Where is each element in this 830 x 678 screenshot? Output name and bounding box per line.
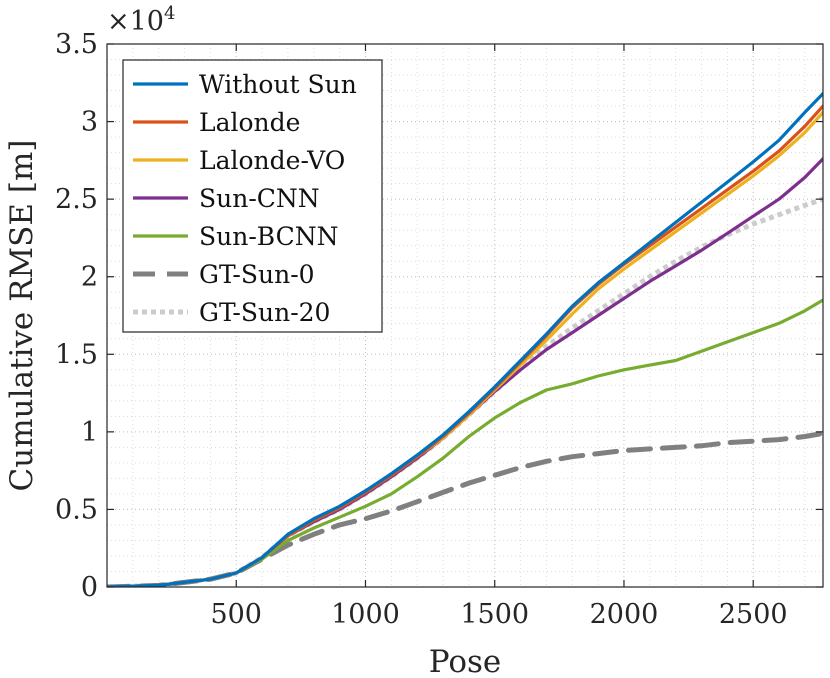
legend-entry: GT-Sun-0	[133, 260, 315, 289]
legend-entry: GT-Sun-20	[133, 298, 330, 327]
series-lines	[107, 91, 823, 587]
y-tick-label: 1	[81, 417, 98, 448]
legend-label: Without Sun	[199, 70, 357, 99]
legend-box	[122, 59, 383, 333]
y-axis-label: Cumulative RMSE [m]	[4, 140, 40, 492]
legend: Without Sun Lalonde Lalonde-VO Sun-CNN Sun-B…	[122, 59, 383, 333]
legend-entry: Lalonde-VO	[133, 146, 345, 175]
grid	[106, 44, 823, 587]
legend-label: Lalonde-VO	[199, 146, 345, 175]
legend-label: Sun-BCNN	[199, 222, 339, 251]
x-tick-label: 500	[210, 599, 262, 630]
y-tick-label: 3.5	[55, 29, 98, 60]
y-tick-label: 2.5	[55, 184, 98, 215]
x-tick-label: 2500	[719, 599, 788, 630]
legend-entry: Lalonde	[133, 108, 300, 137]
legend-label: GT-Sun-0	[199, 260, 315, 289]
y-tick-label: 0	[81, 572, 98, 603]
series-line-without-sun	[107, 91, 823, 587]
y-exponent-base: ×10	[107, 6, 164, 37]
axis-ticks: 500 1000 1500 2000 2500 0 0.5 1 1.5 2 2.5 3 3.5	[55, 29, 823, 630]
x-axis-label: Pose	[429, 644, 502, 678]
y-tick-label: 2	[81, 262, 98, 293]
y-tick-label: 3	[81, 107, 98, 138]
series-line-sun-bcnn	[107, 298, 823, 587]
y-exponent-label: ×104	[107, 3, 175, 37]
legend-entry: Sun-CNN	[133, 184, 320, 213]
plot-frame	[106, 43, 824, 588]
legend-label: Sun-CNN	[199, 184, 320, 213]
legend-label: Lalonde	[199, 108, 300, 137]
y-exponent-power: 4	[164, 3, 175, 24]
y-tick-label: 0.5	[55, 494, 98, 525]
legend-entry: Sun-BCNN	[133, 222, 339, 251]
legend-label: GT-Sun-20	[199, 298, 330, 327]
x-tick-label: 1000	[331, 599, 400, 630]
y-tick-label: 1.5	[55, 339, 98, 370]
x-tick-label: 2000	[590, 599, 659, 630]
legend-entry: Without Sun	[133, 70, 357, 99]
x-tick-label: 1500	[460, 599, 529, 630]
